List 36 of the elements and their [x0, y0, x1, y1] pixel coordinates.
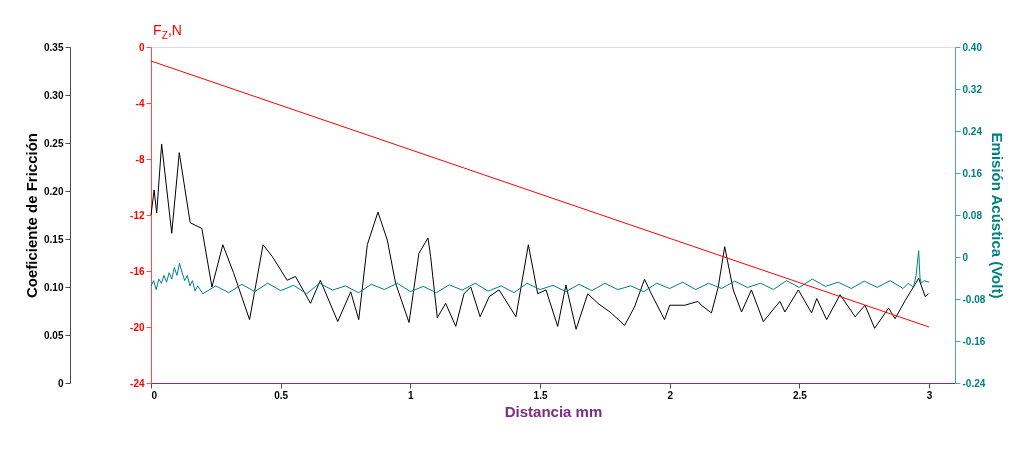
x-axis-title: Distancia mm [504, 402, 603, 420]
y-tick-label: 0.30 [44, 89, 64, 101]
line-series [150, 250, 930, 295]
x-tick-label: 2 [667, 389, 674, 401]
y3-tick-label: 0 [138, 41, 145, 53]
x-tick-label: 0 [151, 389, 158, 401]
x-tick-label: 1 [408, 389, 415, 401]
y2-tick-label: -0.08 [962, 293, 986, 305]
y-axis-title: Coeficiente de Fricción [23, 132, 41, 299]
y2-axis-title: Emisión Acústica (Volt) [989, 132, 1007, 299]
y2-tick-label: 0.08 [962, 209, 983, 221]
y3-tick-label: -16 [130, 265, 145, 277]
y2-tick-label: 0.16 [962, 167, 983, 179]
y2-tick-label: 0.24 [962, 125, 983, 137]
y3-tick-label: -12 [130, 209, 145, 221]
y-tick-label: 0.20 [44, 185, 64, 197]
y-tick-label: 0.05 [44, 329, 64, 341]
line-series [150, 143, 930, 330]
y2-tick-label: 0 [962, 251, 969, 263]
y3-tick-label: -24 [130, 377, 145, 389]
y2-tick-label: -0.24 [962, 377, 986, 389]
y-tick-label: 0.15 [44, 233, 64, 245]
x-tick-label: 3 [926, 389, 933, 401]
y3-tick-label: -8 [135, 153, 145, 165]
y-tick-label: 0 [57, 377, 64, 389]
y-tick-label: 0.25 [44, 137, 64, 149]
y2-tick-label: 0.32 [962, 83, 983, 95]
x-tick-label: 2.5 [792, 389, 808, 401]
x-tick-label: 0.5 [274, 389, 289, 401]
y-tick-label: 0.35 [44, 41, 64, 53]
y2-tick-label: -0.16 [962, 335, 986, 347]
y-tick-label: 0.10 [44, 281, 64, 293]
x-tick-label: 1.5 [533, 389, 548, 401]
y3-tick-label: -4 [135, 97, 145, 109]
y2-tick-label: 0.40 [962, 41, 983, 53]
y3-tick-label: -20 [130, 321, 145, 333]
